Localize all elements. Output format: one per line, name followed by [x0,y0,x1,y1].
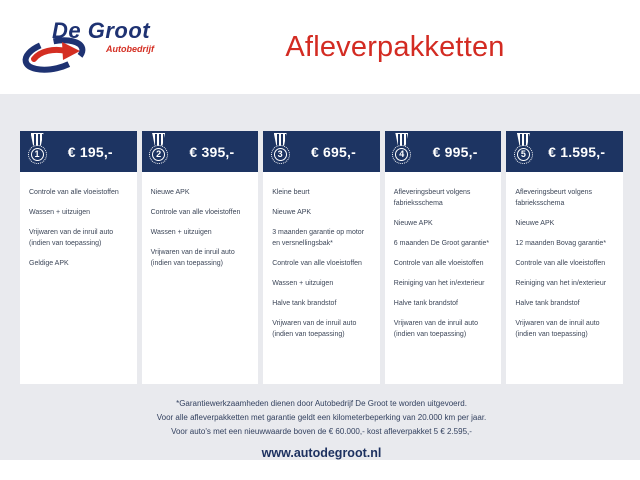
package-item: 6 maanden De Groot garantie* [393,240,490,247]
package-cards: 1 € 195,- Controle van alle vloeistoffen Wa… [20,131,623,384]
footer-note: *Garantiewerkzaamheden dienen door Autob… [176,399,467,408]
footer-notes: *Garantiewerkzaamheden dienen door Autob… [20,397,623,439]
package-item: Afleveringsbeurt volgens fabrieksschema [393,189,471,207]
page-title: Afleverpakketten [285,30,505,63]
package-header: 2 € 395,- [141,131,259,172]
package-item: Halve tank brandstof [515,300,580,307]
package-item: Controle van alle vloeistoffen [393,260,484,267]
package-item: Halve tank brandstof [272,300,337,307]
package-card: 2 € 395,- Nieuwe APK Controle van alle vloe… [141,131,259,384]
medal-icon: 4 [390,132,414,169]
package-item: Vrijwaren van de inruil auto (indien van… [29,229,114,247]
package-item: Wassen + uitzuigen [29,209,91,216]
package-item: Controle van alle vloeistoffen [150,209,241,216]
package-header: 3 € 695,- [263,131,380,172]
bottom-strip [0,460,640,480]
package-number: 1 [34,149,40,159]
package-number: 2 [156,149,162,159]
package-price: € 195,- [67,143,113,160]
medal-coin-icon: 5 [513,144,533,164]
package-item: Vrijwaren van de inruil auto (indien van… [150,249,235,267]
package-item: 3 maanden garantie op motor en versnelli… [272,229,365,247]
package-card: 3 € 695,- Kleine beurt Nieuwe APK 3 maanden … [263,131,380,384]
package-items: Controle van alle vloeistoffen Wassen + u… [20,172,137,278]
medal-icon: 2 [147,132,171,169]
package-price: € 995,- [432,143,478,160]
medal-icon: 3 [268,132,292,169]
medal-icon: 1 [25,132,49,169]
website-link[interactable]: www.autodegroot.nl [261,446,382,460]
package-price: € 1.595,- [548,143,606,160]
medal-coin-icon: 3 [270,144,290,164]
package-price: € 395,- [189,143,235,160]
package-item: Nieuwe APK [393,220,433,227]
medal-coin-icon: 2 [149,144,169,164]
medal-ribbon-icon [395,132,409,146]
package-item: Nieuwe APK [272,209,312,216]
medal-coin-icon: 1 [27,144,47,164]
package-item: Vrijwaren van de inruil auto (indien van… [272,320,357,338]
medal-coin-icon: 4 [392,144,412,164]
package-item: 12 maanden Bovag garantie* [515,240,607,247]
package-item: Vrijwaren van de inruil auto (indien van… [393,320,478,338]
medal-ribbon-icon [516,132,530,146]
page-header: De Groot Autobedrijf Afleverpakketten [0,0,640,94]
package-header: 4 € 995,- [384,131,502,172]
medal-ribbon-icon [30,132,44,146]
package-item: Reiniging van het in/exterieur [515,280,607,287]
medal-ribbon-icon [152,132,166,146]
package-item: Kleine beurt [272,189,310,196]
package-item: Reiniging van het in/exterieur [393,280,485,287]
package-item: Wassen + uitzuigen [150,229,212,236]
footer-note: Voor alle afleverpakketten met garantie … [156,413,487,422]
medal-ribbon-icon [273,132,287,146]
footer-note: Voor auto's met een nieuwwaarde boven de… [171,427,472,436]
package-header: 5 € 1.595,- [506,131,623,172]
brand-subtitle: Autobedrijf [106,44,154,54]
package-items: Afleveringsbeurt volgens fabrieksschema N… [506,172,623,349]
packages-section: 1 € 195,- Controle van alle vloeistoffen Wa… [0,94,640,460]
medal-icon: 5 [511,132,535,169]
package-number: 5 [520,149,526,159]
package-item: Afleveringsbeurt volgens fabrieksschema [515,189,593,207]
package-item: Halve tank brandstof [393,300,458,307]
package-item: Nieuwe APK [515,220,555,227]
package-items: Afleveringsbeurt volgens fabrieksschema N… [385,172,502,349]
brand-name: De Groot [52,18,151,43]
package-item: Controle van alle vloeistoffen [515,260,606,267]
package-items: Nieuwe APK Controle van alle vloeistoffen… [142,172,259,278]
package-item: Wassen + uitzuigen [272,280,334,287]
package-items: Kleine beurt Nieuwe APK 3 maanden garantie… [263,172,380,349]
package-card: 4 € 995,- Afleveringsbeurt volgens fabriek… [384,131,502,384]
package-item: Geldige APK [29,260,69,267]
package-item: Vrijwaren van de inruil auto (indien van… [515,320,600,338]
package-price: € 695,- [310,143,356,160]
package-header: 1 € 195,- [20,131,137,172]
package-item: Controle van alle vloeistoffen [272,260,362,267]
package-number: 4 [399,149,405,159]
package-item: Controle van alle vloeistoffen [29,189,119,196]
brand-logo: De Groot Autobedrijf [20,18,170,76]
package-number: 3 [277,149,283,159]
brand-emblem-icon [22,37,86,73]
package-card: 5 € 1.595,- Afleveringsbeurt volgens fabri… [506,131,623,384]
package-card: 1 € 195,- Controle van alle vloeistoffen Wa… [20,131,137,384]
package-item: Nieuwe APK [150,189,190,196]
